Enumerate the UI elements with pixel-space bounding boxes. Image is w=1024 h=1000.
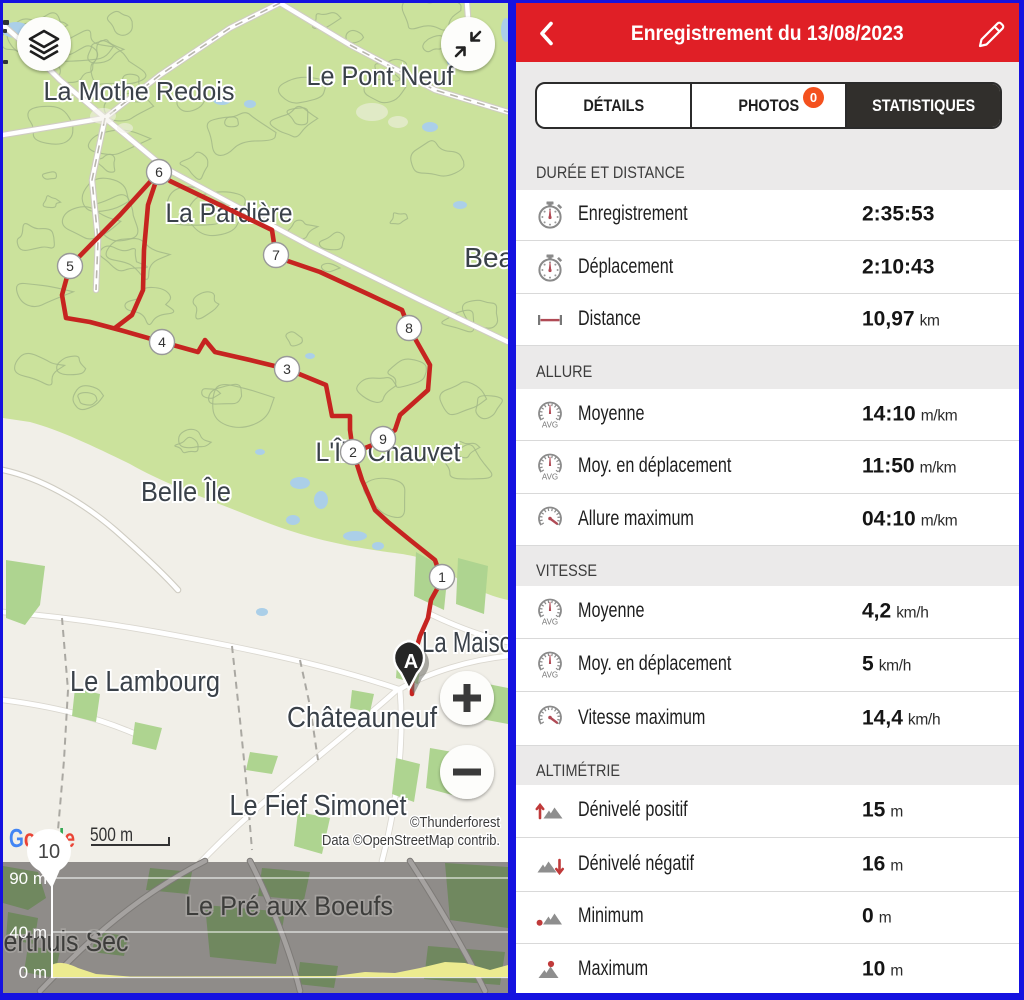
svg-text:La Mothe Redois: La Mothe Redois bbox=[44, 76, 235, 106]
svg-text:Châteauneuf: Châteauneuf bbox=[287, 702, 438, 734]
svg-text:AVG: AVG bbox=[542, 618, 558, 627]
svg-text:4: 4 bbox=[158, 334, 166, 350]
svg-text:©Thunderforest: ©Thunderforest bbox=[410, 814, 501, 831]
svg-text:Le Pont Neuf: Le Pont Neuf bbox=[307, 61, 454, 91]
svg-text:90 m: 90 m bbox=[9, 869, 47, 888]
svg-text:0 m: 0 m bbox=[19, 963, 47, 982]
svg-text:erthuis Sec: erthuis Sec bbox=[4, 926, 129, 958]
svg-text:Le Pré aux Boeufs: Le Pré aux Boeufs bbox=[185, 891, 393, 921]
svg-text:1: 1 bbox=[438, 569, 446, 585]
svg-text:3: 3 bbox=[283, 361, 291, 377]
svg-text:40 m: 40 m bbox=[9, 923, 47, 942]
svg-text:Beau: Beau bbox=[464, 242, 508, 273]
svg-text:Le Lambourg: Le Lambourg bbox=[70, 666, 220, 698]
svg-text:AVG: AVG bbox=[542, 473, 558, 482]
svg-text:7: 7 bbox=[272, 247, 280, 263]
svg-text:Le Fief Simonet: Le Fief Simonet bbox=[230, 790, 407, 822]
svg-text:A: A bbox=[404, 651, 418, 673]
svg-text:2: 2 bbox=[349, 444, 357, 460]
svg-text:La Pardière: La Pardière bbox=[166, 198, 293, 228]
svg-text:Belle Île: Belle Île bbox=[141, 476, 231, 507]
svg-text:5: 5 bbox=[66, 258, 74, 274]
svg-text:6: 6 bbox=[155, 164, 163, 180]
svg-text:La Maiso: La Maiso bbox=[422, 627, 508, 659]
svg-text:10: 10 bbox=[38, 841, 60, 863]
svg-text:Data ©OpenStreetMap contrib.: Data ©OpenStreetMap contrib. bbox=[322, 832, 500, 849]
svg-text:9: 9 bbox=[379, 431, 387, 447]
svg-text:AVG: AVG bbox=[542, 420, 558, 429]
svg-text:8: 8 bbox=[405, 320, 413, 336]
svg-text:AVG: AVG bbox=[542, 671, 558, 680]
svg-text:500 m: 500 m bbox=[90, 825, 133, 846]
